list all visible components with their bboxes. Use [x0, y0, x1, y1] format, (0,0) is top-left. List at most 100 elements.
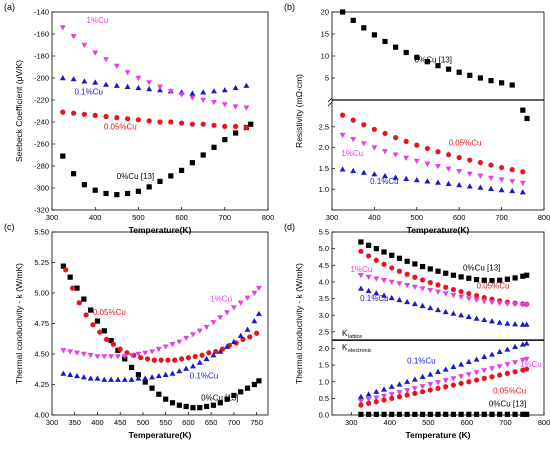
data-point	[244, 295, 251, 301]
data-point	[340, 9, 346, 15]
data-point	[146, 118, 152, 124]
data-point	[124, 70, 131, 76]
data-point	[232, 84, 239, 91]
data-point	[381, 261, 387, 267]
data-point	[488, 299, 495, 306]
data-point	[404, 298, 411, 305]
data-point	[414, 142, 420, 148]
series-annotation: 0%Cu [13]	[415, 56, 452, 65]
data-point	[524, 272, 530, 278]
k-subscript-label: electronic	[348, 348, 372, 354]
data-point	[365, 391, 372, 397]
data-point	[103, 57, 109, 63]
data-point	[419, 384, 426, 390]
y-tick-label: 15	[321, 30, 329, 39]
data-point	[488, 366, 495, 372]
data-point	[124, 83, 131, 90]
data-point	[185, 355, 192, 361]
panel-label: (a)	[4, 2, 15, 12]
data-point	[512, 411, 518, 417]
data-point	[74, 372, 81, 379]
data-point	[411, 284, 418, 290]
series-annotation: 0%Cu [13]	[201, 393, 238, 402]
data-point	[373, 399, 379, 405]
data-point	[222, 123, 228, 129]
series-0-1-cu	[357, 285, 530, 327]
data-point	[373, 257, 379, 263]
data-point	[520, 169, 526, 175]
data-point	[87, 375, 94, 381]
data-point	[427, 411, 433, 417]
data-point	[110, 341, 116, 347]
data-point	[200, 97, 207, 103]
data-point	[393, 135, 399, 141]
data-point	[445, 166, 452, 172]
data-point	[523, 321, 530, 327]
data-point	[358, 248, 364, 254]
data-point	[339, 166, 346, 172]
data-point	[366, 242, 372, 248]
data-point	[520, 273, 526, 279]
data-point	[365, 287, 372, 294]
data-point	[371, 145, 378, 151]
data-point	[254, 330, 260, 336]
data-point	[466, 379, 472, 385]
data-point	[424, 161, 431, 167]
y-tick-label: 1.0	[319, 185, 329, 194]
data-point	[138, 355, 144, 361]
data-point	[488, 78, 494, 84]
data-point	[179, 167, 185, 173]
data-point	[94, 375, 101, 381]
data-point	[60, 263, 66, 269]
data-point	[224, 343, 231, 349]
data-point	[389, 395, 395, 401]
y-tick-label: 0.0	[319, 411, 329, 420]
data-point	[339, 132, 346, 139]
y-tick-label: 1.0	[319, 377, 329, 386]
data-point	[190, 405, 196, 411]
data-point	[497, 277, 503, 283]
data-point	[135, 117, 141, 123]
data-point	[504, 411, 510, 417]
data-point	[450, 411, 457, 417]
data-point	[442, 366, 449, 372]
data-point	[373, 388, 380, 394]
data-point	[251, 318, 258, 324]
data-point	[114, 354, 121, 360]
data-point	[404, 271, 410, 277]
data-point	[211, 144, 217, 150]
data-point	[210, 352, 217, 358]
x-axis-label: Temperature(K)	[129, 225, 192, 235]
data-point	[419, 373, 426, 379]
data-point	[360, 141, 367, 147]
series-1-cu	[357, 273, 530, 308]
data-point	[350, 17, 356, 23]
data-point	[81, 78, 88, 84]
data-point	[169, 370, 176, 376]
data-point	[435, 63, 441, 69]
x-tick-label: 300	[345, 418, 358, 427]
y-tick-label: -160	[34, 30, 49, 39]
data-point	[392, 174, 399, 180]
data-point	[183, 403, 189, 410]
data-point	[477, 184, 484, 190]
data-point	[396, 296, 403, 303]
x-tick-label: 700	[499, 418, 512, 427]
panel-label: (b)	[284, 2, 295, 12]
y-tick-label: 4.25	[34, 380, 49, 389]
series-annotation: 0.1%Cu	[407, 356, 435, 365]
data-point	[504, 320, 511, 326]
y-axis-label: Resistivity (mΩ·cm)	[294, 74, 304, 148]
data-point	[199, 352, 205, 358]
data-point	[211, 88, 217, 94]
y-tick-label: 3.5	[319, 294, 329, 303]
data-point	[244, 326, 251, 332]
data-point	[504, 276, 510, 282]
series-annotation: 0%Cu [13]	[117, 172, 154, 181]
data-point	[504, 362, 511, 368]
data-point	[74, 285, 80, 291]
data-point	[389, 411, 395, 417]
data-point	[142, 350, 149, 356]
data-point	[442, 308, 449, 315]
y-tick-label: -220	[34, 96, 49, 105]
